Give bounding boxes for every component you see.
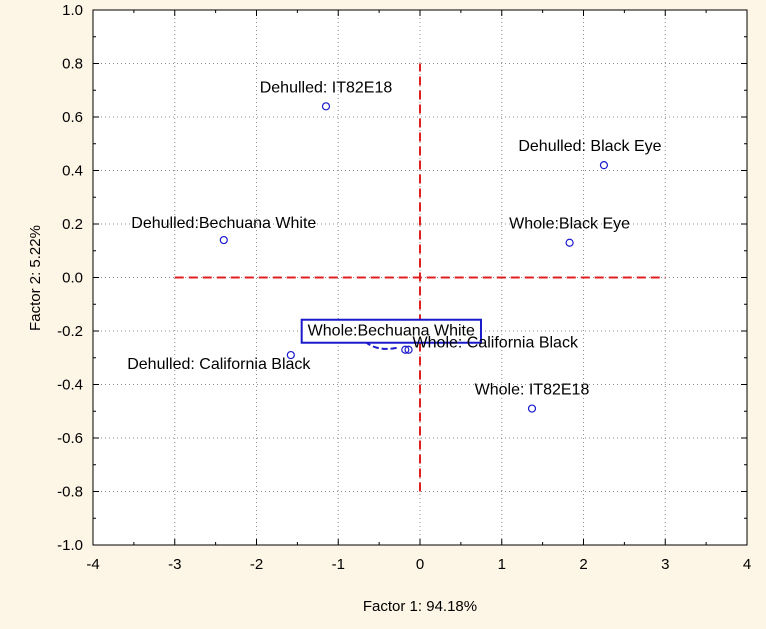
y-tick-label: 0.2 bbox=[62, 216, 83, 233]
x-tick-label: -3 bbox=[168, 556, 181, 573]
x-tick-label: 2 bbox=[579, 556, 587, 573]
y-tick-label: -0.4 bbox=[57, 377, 83, 394]
data-point bbox=[286, 350, 295, 360]
data-point bbox=[219, 235, 228, 245]
y-tick-label: -0.6 bbox=[57, 430, 83, 447]
data-point bbox=[404, 345, 413, 354]
x-tick-label: -4 bbox=[86, 556, 99, 573]
grid-lines bbox=[93, 10, 747, 545]
x-tick-label: 0 bbox=[416, 556, 424, 573]
y-tick-label: 0.8 bbox=[62, 56, 83, 73]
point-label: Whole:Black Eye bbox=[509, 216, 630, 233]
point-label: Whole:Bechuana White bbox=[308, 323, 475, 340]
x-tick-label: 1 bbox=[498, 556, 506, 573]
point-label: Dehulled:Bechuana White bbox=[131, 215, 316, 232]
y-axis-label: Factor 2: 5.22% bbox=[27, 225, 44, 331]
point-labels: Dehulled: IT82E18 Dehulled: Black Eye Dehu… bbox=[127, 79, 661, 398]
data-point bbox=[599, 161, 609, 170]
point-label: Whole: IT82E18 bbox=[475, 382, 590, 399]
point-label: Dehulled: IT82E18 bbox=[260, 79, 393, 96]
point-label: Whole: California Black bbox=[413, 335, 579, 352]
x-axis-label: Factor 1: 94.18% bbox=[363, 598, 477, 615]
y-tick-label: -1.0 bbox=[57, 537, 83, 554]
data-point bbox=[565, 238, 574, 247]
y-tick-label: 0.6 bbox=[62, 109, 83, 126]
x-tick-label: -1 bbox=[332, 556, 345, 573]
x-tick-label: 4 bbox=[743, 556, 751, 573]
data-point bbox=[527, 404, 537, 413]
y-tick-label: -0.2 bbox=[57, 323, 83, 340]
data-point bbox=[321, 102, 331, 111]
point-label: Dehulled: California Black bbox=[127, 356, 311, 373]
y-tick-label: 1.0 bbox=[62, 2, 83, 19]
point-label: Dehulled: Black Eye bbox=[518, 138, 661, 155]
axis-ticks: -4 -3 -2 -1 0 1 2 3 4 -1.0 -0.8 -0.6 -0.4 -0.2 0.0 0.2 0… bbox=[57, 2, 751, 573]
highlighted-label-box bbox=[300, 318, 482, 344]
x-tick-label: 3 bbox=[661, 556, 669, 573]
data-points bbox=[219, 102, 609, 413]
x-tick-label: -2 bbox=[250, 556, 263, 573]
y-tick-label: 0.0 bbox=[62, 270, 83, 287]
y-tick-label: -0.8 bbox=[57, 484, 83, 501]
data-point bbox=[401, 345, 410, 354]
y-tick-label: 0.4 bbox=[62, 163, 83, 180]
